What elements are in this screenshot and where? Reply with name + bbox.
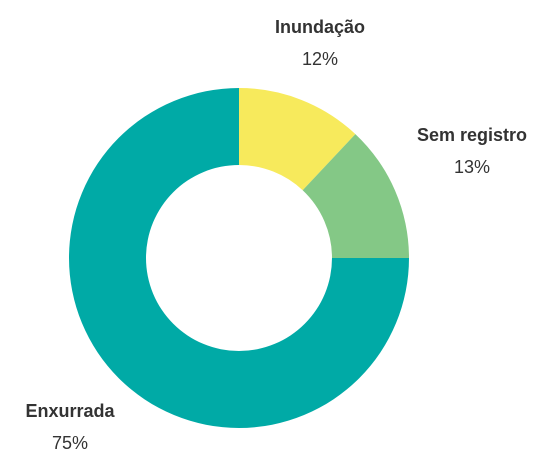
donut-slice: [69, 88, 409, 428]
donut-slice: [239, 88, 356, 191]
slice-value: 13%: [454, 157, 490, 177]
donut-slice: [302, 134, 409, 258]
slice-label: Inundação: [275, 17, 365, 37]
slice-label: Sem registro: [417, 125, 527, 145]
slice-label: Enxurrada: [25, 401, 115, 421]
slice-value: 75%: [52, 433, 88, 452]
slice-value: 12%: [302, 49, 338, 69]
